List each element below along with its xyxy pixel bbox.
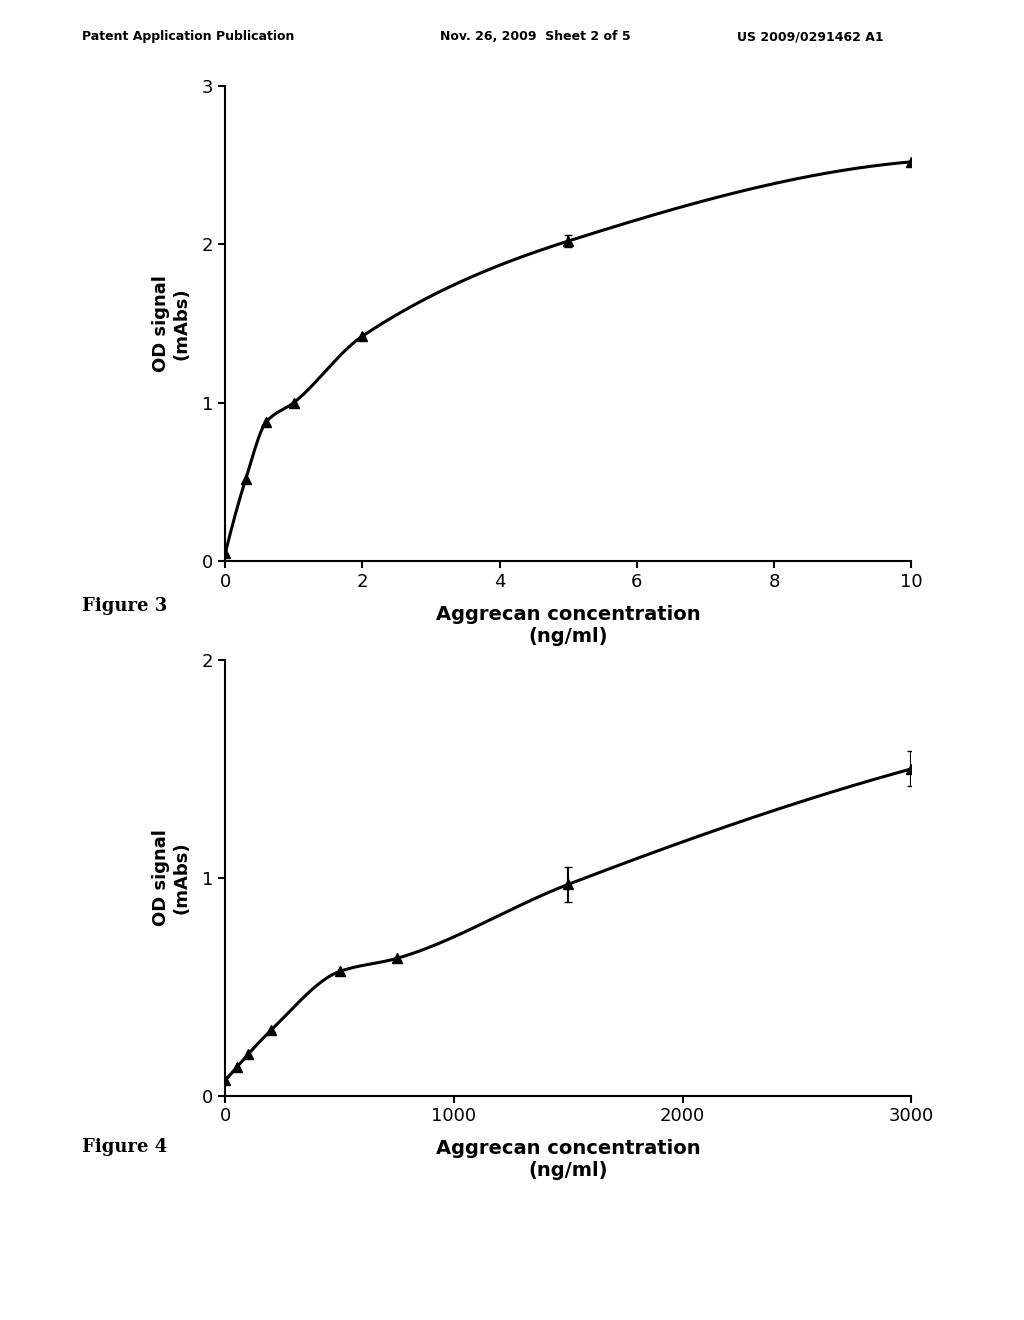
Text: Figure 4: Figure 4 — [82, 1138, 167, 1156]
Text: Nov. 26, 2009  Sheet 2 of 5: Nov. 26, 2009 Sheet 2 of 5 — [440, 30, 631, 44]
Y-axis label: OD signal
(mAbs): OD signal (mAbs) — [152, 275, 190, 372]
Text: Patent Application Publication: Patent Application Publication — [82, 30, 294, 44]
Text: US 2009/0291462 A1: US 2009/0291462 A1 — [737, 30, 884, 44]
Y-axis label: OD signal
(mAbs): OD signal (mAbs) — [152, 829, 190, 927]
X-axis label: Aggrecan concentration
(ng/ml): Aggrecan concentration (ng/ml) — [436, 1139, 700, 1180]
Text: Figure 3: Figure 3 — [82, 597, 167, 615]
X-axis label: Aggrecan concentration
(ng/ml): Aggrecan concentration (ng/ml) — [436, 605, 700, 645]
